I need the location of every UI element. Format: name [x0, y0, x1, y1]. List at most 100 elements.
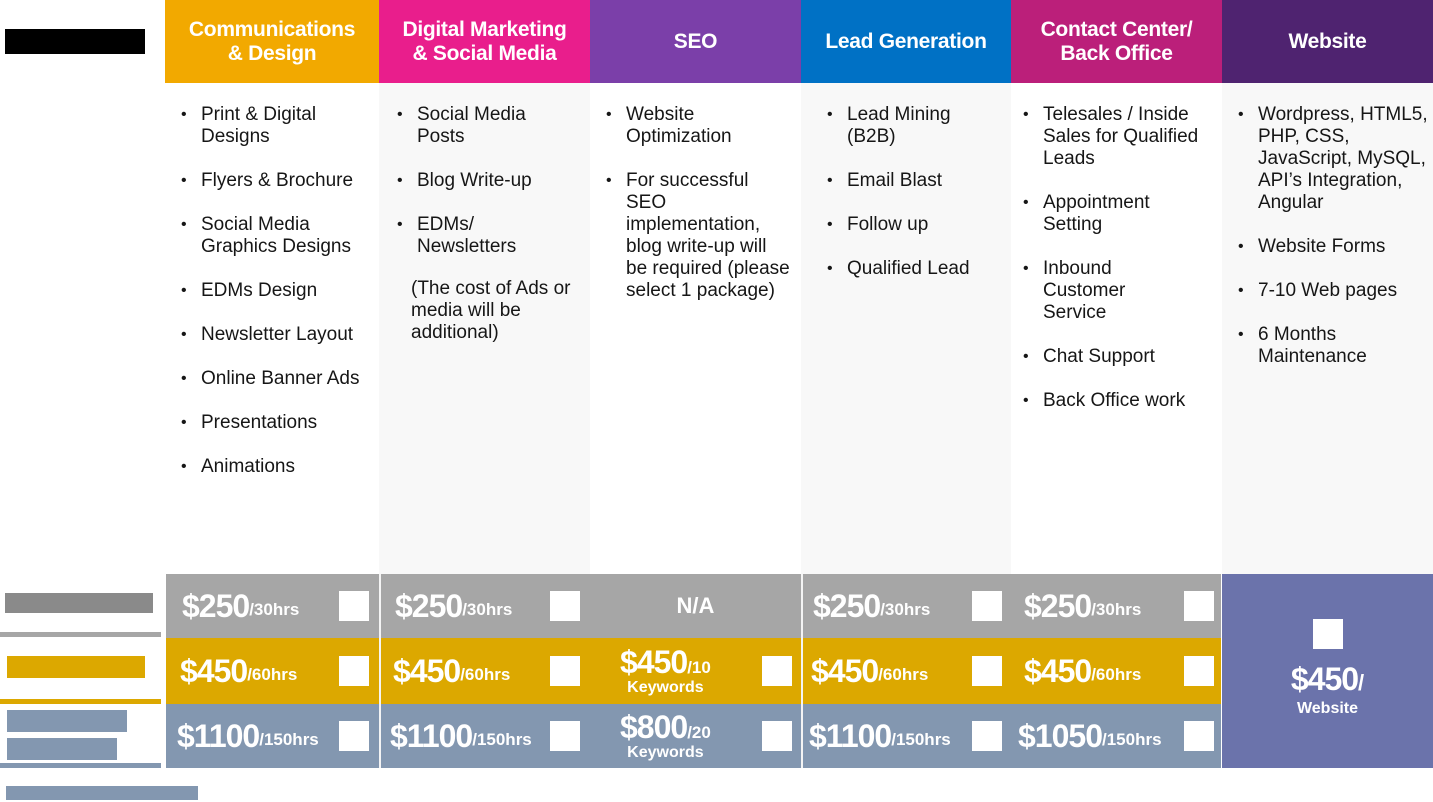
- column-header: Digital Marketing & Social Media: [379, 0, 590, 83]
- price-unit: /10: [687, 658, 711, 677]
- price-sub: Keywords: [627, 744, 704, 761]
- select-checkbox[interactable]: [339, 721, 369, 751]
- select-checkbox[interactable]: [762, 721, 792, 751]
- feature-list: Lead Mining (B2B) Email Blast Follow up …: [801, 83, 1011, 280]
- price-basic-contact: $250/30hrs: [1011, 574, 1221, 638]
- feature-item: Online Banner Ads: [181, 368, 379, 390]
- price-basic-lead: $250/30hrs: [803, 574, 1011, 638]
- select-checkbox[interactable]: [972, 721, 1002, 751]
- feature-item: EDMs Design: [181, 280, 379, 302]
- price-na: N/A: [676, 593, 715, 618]
- price-amount: $450: [180, 652, 248, 689]
- feature-item: For successful SEO implementation, blog …: [606, 170, 791, 302]
- feature-item: 6 Months Maintenance: [1238, 324, 1378, 368]
- price-amount: $450: [620, 644, 688, 680]
- header-line: & Design: [227, 41, 317, 65]
- feature-item: Lead Mining (B2B): [827, 104, 977, 148]
- column-digital-marketing: Digital Marketing& Social Media Social M…: [379, 0, 590, 770]
- price-platinum-comms: $1100/150hrs: [166, 704, 379, 768]
- price-amount: $450: [1290, 660, 1359, 697]
- price-unit: /60hrs: [247, 665, 298, 684]
- price-unit: /150hrs: [259, 730, 319, 749]
- header-line: Communications: [188, 17, 356, 41]
- feature-item: Blog Write-up: [397, 170, 590, 192]
- tier-divider-gold: [0, 699, 161, 704]
- select-checkbox[interactable]: [972, 591, 1002, 621]
- feature-item: 7-10 Web pages: [1238, 280, 1433, 302]
- select-checkbox[interactable]: [1184, 591, 1214, 621]
- select-checkbox[interactable]: [972, 656, 1002, 686]
- price-amount: $450: [811, 652, 879, 689]
- feature-item: Newsletter Layout: [181, 324, 379, 346]
- feature-list: Wordpress, HTML5, PHP, CSS, JavaScript, …: [1222, 83, 1433, 368]
- price-keywords: $450/10 Keywords: [620, 646, 711, 696]
- price-gold-digital: $450/60hrs: [381, 638, 590, 704]
- select-checkbox[interactable]: [1184, 721, 1214, 751]
- price-gold-lead: $450/60hrs: [803, 638, 1011, 704]
- column-lead-generation: Lead Generation Lead Mining (B2B) Email …: [801, 0, 1011, 770]
- column-header: Lead Generation: [801, 0, 1011, 83]
- tier-label-basic-redacted: [5, 593, 153, 613]
- column-seo: SEO Website Optimization For successful …: [590, 0, 801, 770]
- price-keywords: $800/20 Keywords: [620, 711, 711, 761]
- feature-item: Back Office work: [1023, 390, 1222, 412]
- price-amount: $1050: [1018, 717, 1103, 754]
- select-checkbox[interactable]: [339, 656, 369, 686]
- header-line: Lead Generation: [825, 29, 987, 53]
- select-checkbox[interactable]: [1312, 618, 1343, 649]
- feature-item: Social Media Posts: [397, 104, 547, 148]
- price-unit: /30hrs: [462, 600, 513, 619]
- feature-item: Qualified Lead: [827, 258, 1011, 280]
- feature-item: Inbound Customer Service: [1023, 258, 1143, 324]
- select-checkbox[interactable]: [339, 591, 369, 621]
- column-header: Contact Center/Back Office: [1011, 0, 1222, 83]
- tier-divider-platinum: [0, 763, 161, 768]
- price-unit: /30hrs: [880, 600, 931, 619]
- header-line: Back Office: [1060, 41, 1173, 65]
- header-line: Contact Center/: [1040, 17, 1193, 41]
- header-line: & Social Media: [412, 41, 557, 65]
- feature-list: Social Media Posts Blog Write-up EDMs/ N…: [379, 83, 590, 258]
- price-unit: /60hrs: [1091, 665, 1142, 684]
- price-unit: /60hrs: [878, 665, 929, 684]
- column-communications-design: Communications& Design Print & Digital D…: [165, 0, 379, 770]
- price-unit: /: [1358, 669, 1365, 695]
- price-unit: /150hrs: [891, 730, 951, 749]
- price-unit: /150hrs: [472, 730, 532, 749]
- feature-item: Email Blast: [827, 170, 1011, 192]
- feature-item: Social Media Graphics Designs: [181, 214, 379, 258]
- features-panel: Wordpress, HTML5, PHP, CSS, JavaScript, …: [1222, 83, 1433, 574]
- header-line: SEO: [673, 29, 718, 53]
- price-amount: $450: [393, 652, 461, 689]
- feature-list: Website Optimization For successful SEO …: [590, 83, 801, 302]
- price-website: $450/ Website: [1222, 574, 1433, 768]
- price-amount: $800: [620, 709, 688, 745]
- footnote-redacted: [6, 786, 198, 800]
- price-amount: $250: [395, 587, 463, 624]
- select-checkbox[interactable]: [550, 591, 580, 621]
- features-panel: Telesales / Inside Sales for Qualified L…: [1011, 83, 1222, 574]
- price-basic-comms: $250/30hrs: [166, 574, 379, 638]
- feature-item: Appointment Setting: [1023, 192, 1183, 236]
- select-checkbox[interactable]: [762, 656, 792, 686]
- feature-item: Print & Digital Designs: [181, 104, 379, 148]
- feature-list: Telesales / Inside Sales for Qualified L…: [1011, 83, 1222, 412]
- price-amount: $1100: [177, 717, 260, 754]
- feature-item: Telesales / Inside Sales for Qualified L…: [1023, 104, 1218, 170]
- price-gold-seo: $450/10 Keywords: [590, 638, 801, 704]
- select-checkbox[interactable]: [550, 721, 580, 751]
- price-amount: $250: [182, 587, 250, 624]
- price-sub: Keywords: [627, 679, 704, 696]
- price-platinum-contact: $1050/150hrs: [1011, 704, 1221, 768]
- price-basic-seo: N/A: [590, 574, 801, 638]
- price-platinum-lead: $1100/150hrs: [803, 704, 1011, 768]
- price-unit: /60hrs: [460, 665, 511, 684]
- price-unit: /20: [687, 723, 711, 742]
- select-checkbox[interactable]: [1184, 656, 1214, 686]
- select-checkbox[interactable]: [550, 656, 580, 686]
- price-amount: $450: [1024, 652, 1092, 689]
- price-unit: /150hrs: [1101, 730, 1162, 749]
- features-panel: Print & Digital Designs Flyers & Brochur…: [165, 83, 379, 574]
- feature-item: Follow up: [827, 214, 1011, 236]
- feature-list: Print & Digital Designs Flyers & Brochur…: [165, 83, 379, 478]
